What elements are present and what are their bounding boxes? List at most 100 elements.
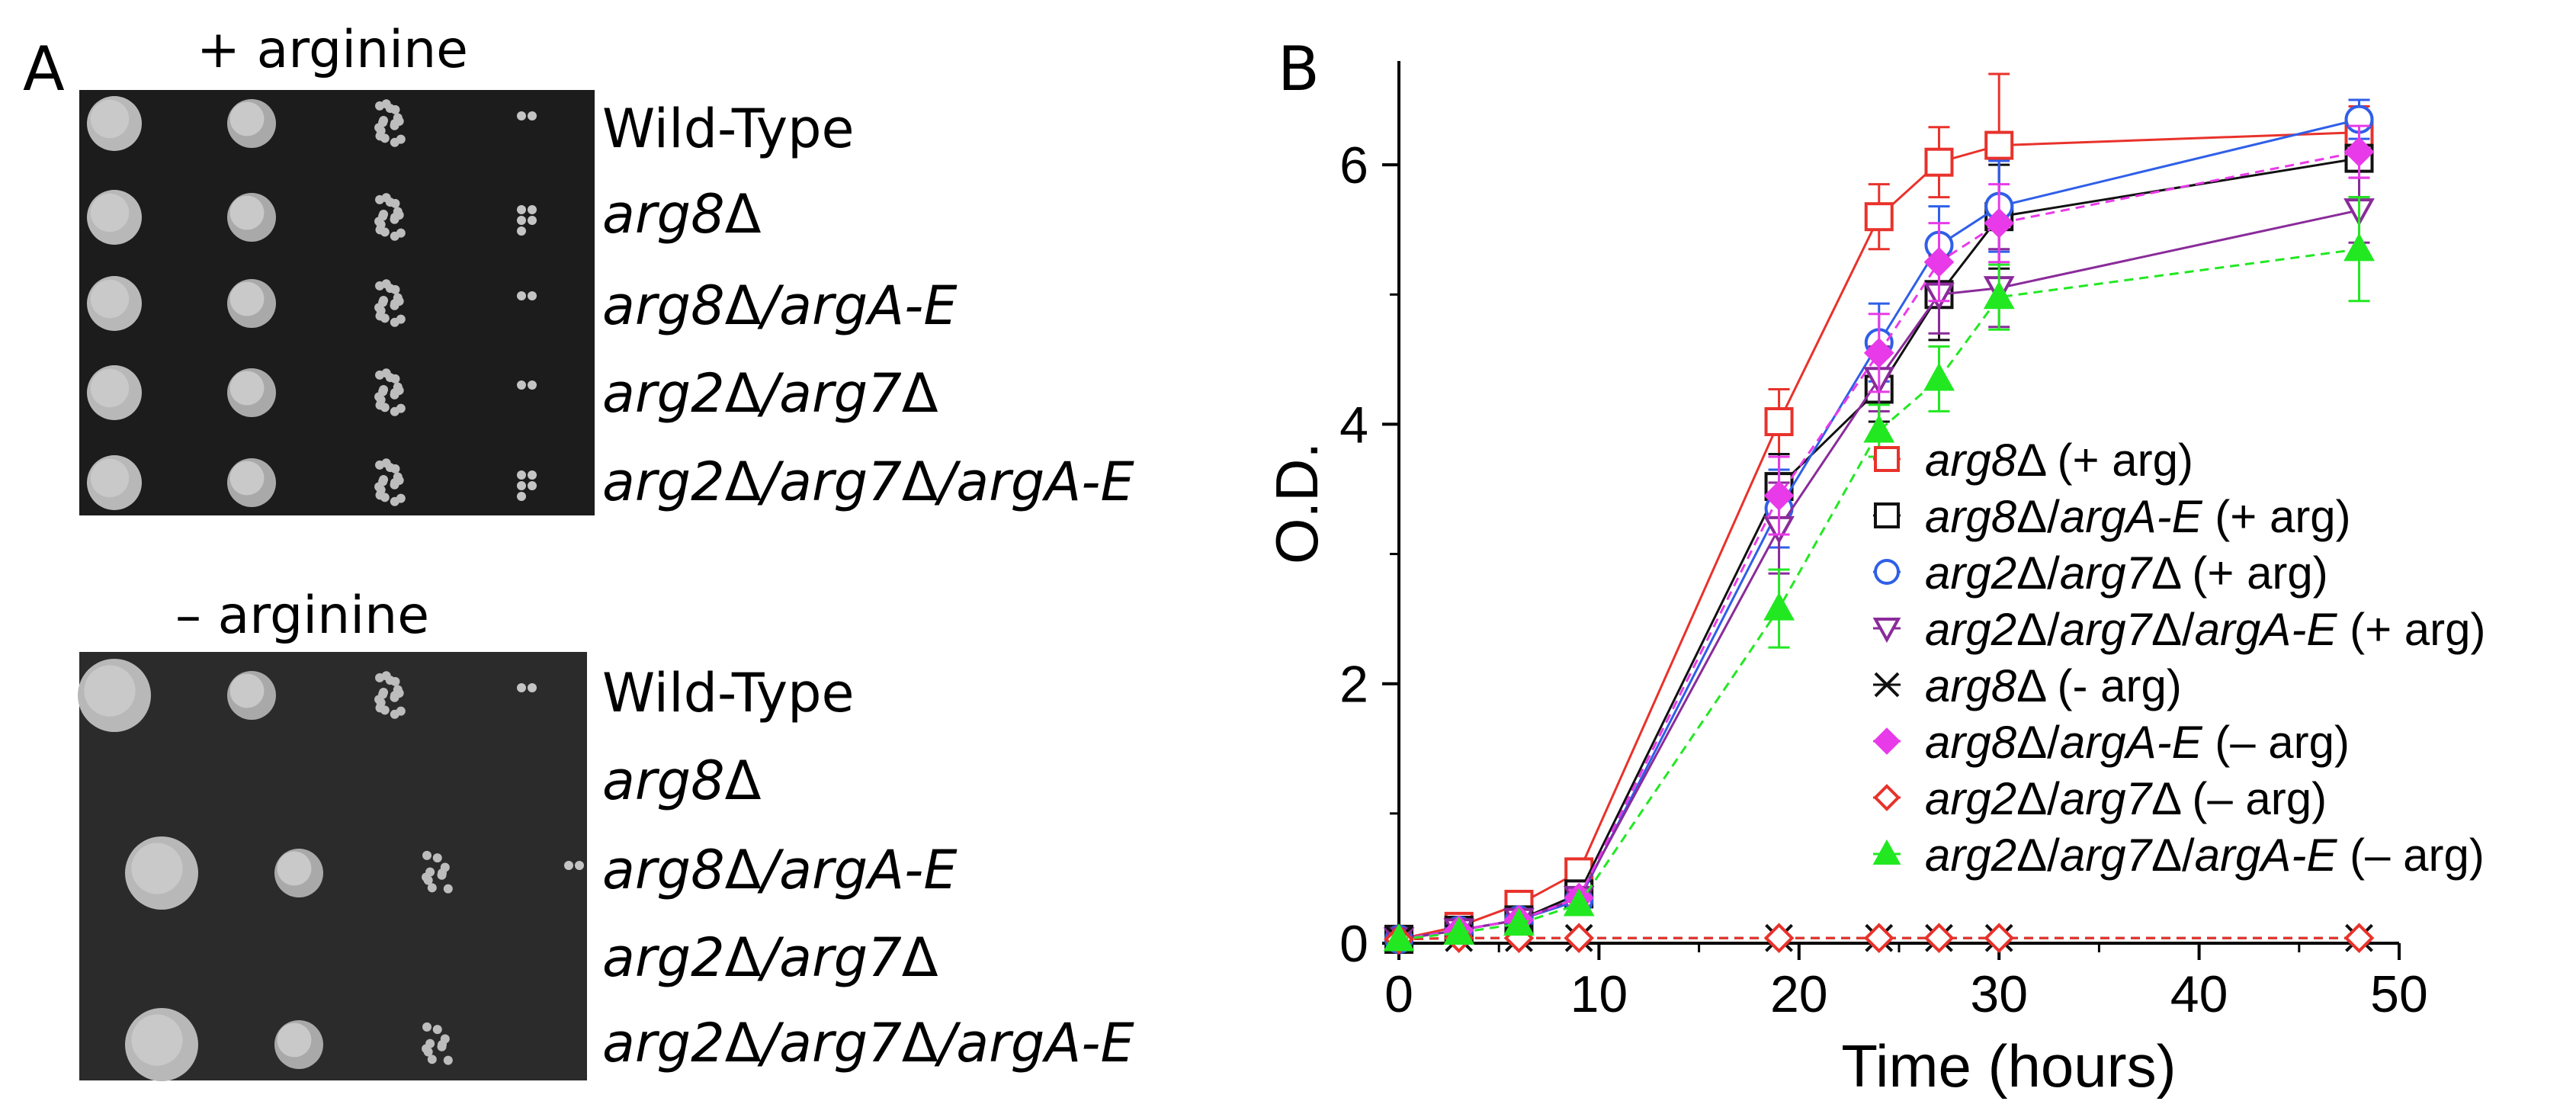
strain-label: arg8Δ	[602, 750, 762, 812]
panel-a-label: A	[23, 34, 65, 104]
strain-label: arg8Δ/argA-E	[602, 839, 958, 901]
colony-spot-plus	[390, 284, 400, 294]
legend-entry-part: (– arg)	[2337, 830, 2484, 881]
colony-spot-minus	[390, 709, 399, 719]
colony-spot-minus	[427, 883, 437, 893]
legend-entry-part: arg7	[2060, 604, 2154, 655]
legend-entry-part: (+ arg)	[2202, 491, 2351, 542]
colony-spot-minus	[564, 861, 573, 870]
colony-spot-plus	[390, 406, 399, 416]
colony-spot-minus	[432, 853, 442, 863]
series-6	[1384, 923, 2375, 955]
x-axis-label: Time (hours)	[1841, 1032, 2176, 1100]
colony-spot-plus-highlight	[90, 193, 130, 233]
colony-spot-plus	[517, 226, 526, 236]
data-point	[1984, 207, 2015, 239]
colony-spot-minus	[443, 1055, 453, 1065]
legend-entry: arg8Δ/argA-E (– arg)	[1925, 717, 2350, 768]
colony-spot-minus	[528, 683, 537, 692]
strain-label: arg8Δ/argA-E	[602, 274, 958, 337]
data-point	[1763, 480, 1795, 511]
x-tick-label: 0	[1384, 965, 1413, 1023]
legend-entry-part: Δ/	[2016, 717, 2060, 768]
colony-spot-plus	[379, 295, 389, 305]
colony-spot-minus	[575, 861, 584, 870]
colony-spot-minus	[374, 695, 384, 705]
colony-spot-plus	[517, 205, 526, 214]
colony-spot-plus-highlight	[90, 279, 130, 319]
colony-spot-plus-highlight	[229, 281, 265, 316]
colony-spot-plus	[517, 481, 526, 490]
data-point	[1503, 907, 1535, 936]
x-tick-label: 40	[2170, 965, 2228, 1023]
legend-marker	[1873, 784, 1901, 811]
strain-label-part: Wild-Type	[602, 662, 855, 724]
legend-marker	[1874, 446, 1900, 472]
series-line	[1398, 936, 2359, 941]
strain-label-part: Wild-Type	[602, 98, 855, 160]
colony-spot-minus	[422, 850, 432, 860]
colony-spot-plus	[394, 210, 404, 220]
colony-spot-plus-highlight	[90, 99, 130, 139]
colony-spot-minus	[517, 683, 526, 692]
data-point	[1864, 202, 1894, 232]
panel-b-label: B	[1278, 34, 1320, 104]
strain-label-part: arg2	[602, 362, 725, 425]
legend-entry-part: arg2	[1925, 604, 2016, 655]
colonies-plus-arginine	[87, 96, 537, 510]
strain-label-part: Δ	[725, 274, 762, 337]
legend-entry: arg8Δ (- arg)	[1925, 660, 2182, 711]
strain-label-part: /argA-E	[757, 274, 958, 337]
colony-spot-plus	[381, 193, 391, 203]
colony-spot-plus	[528, 205, 537, 214]
strain-label-part: Δ	[902, 926, 938, 989]
data-point	[1763, 592, 1795, 621]
colony-spot-plus	[375, 311, 385, 321]
strain-label-part: Δ	[725, 362, 762, 425]
colony-spot-plus	[390, 464, 400, 474]
colony-spot-minus-highlight	[131, 1014, 183, 1066]
legend-entry-part: Δ (+ arg)	[2016, 435, 2193, 486]
strain-label-part: arg2	[602, 1012, 725, 1074]
legend-marker	[1874, 672, 1900, 698]
colony-spot-minus	[381, 671, 391, 681]
data-point	[1764, 407, 1794, 437]
legend-entry: arg2Δ/arg7Δ (+ arg)	[1925, 547, 2328, 599]
strain-label-part: Δ	[725, 750, 762, 812]
colony-spot-plus	[381, 99, 391, 109]
colony-spot-plus	[379, 384, 389, 394]
legend-marker	[1872, 839, 1901, 865]
colony-spot-minus	[440, 862, 450, 872]
colony-spot-minus	[440, 1034, 450, 1044]
colony-spot-plus	[375, 131, 385, 141]
strain-label: arg2Δ/arg7Δ	[602, 362, 938, 425]
colony-spot-plus	[528, 470, 537, 480]
strain-label-part: /argA-E	[934, 451, 1135, 513]
colony-spot-plus	[379, 115, 389, 125]
colony-spot-plus	[517, 216, 526, 225]
legend-marker	[1874, 559, 1900, 585]
colony-spot-plus	[528, 111, 537, 120]
legend-entry-part: Δ/	[2151, 604, 2195, 655]
colony-spot-plus-highlight	[229, 195, 265, 230]
colony-spot-minus	[437, 1042, 447, 1051]
colonies-minus-arginine	[78, 659, 584, 1081]
legend-entry-part: arg7	[2060, 830, 2154, 881]
legend-entry-part: Δ (– arg)	[2151, 773, 2327, 824]
plate-plus-arginine	[79, 90, 595, 515]
colony-spot-minus	[427, 1055, 437, 1064]
colony-spot-plus	[390, 104, 400, 114]
y-axis-label: O.D.	[1263, 442, 1330, 564]
data-point	[1763, 923, 1795, 954]
colony-spot-minus	[422, 1044, 431, 1054]
colony-spot-minus	[422, 1022, 432, 1032]
colony-spot-minus-highlight	[277, 851, 312, 886]
colony-spot-plus-highlight	[90, 458, 130, 498]
data-point	[2343, 923, 2375, 954]
colony-spot-plus	[390, 137, 399, 147]
x-tick-label: 30	[1970, 965, 2028, 1023]
strain-label-part: Δ	[902, 1012, 938, 1074]
colony-spot-plus	[379, 474, 389, 484]
data-point	[1984, 130, 2014, 160]
y-tick-label: 0	[1339, 915, 1368, 973]
